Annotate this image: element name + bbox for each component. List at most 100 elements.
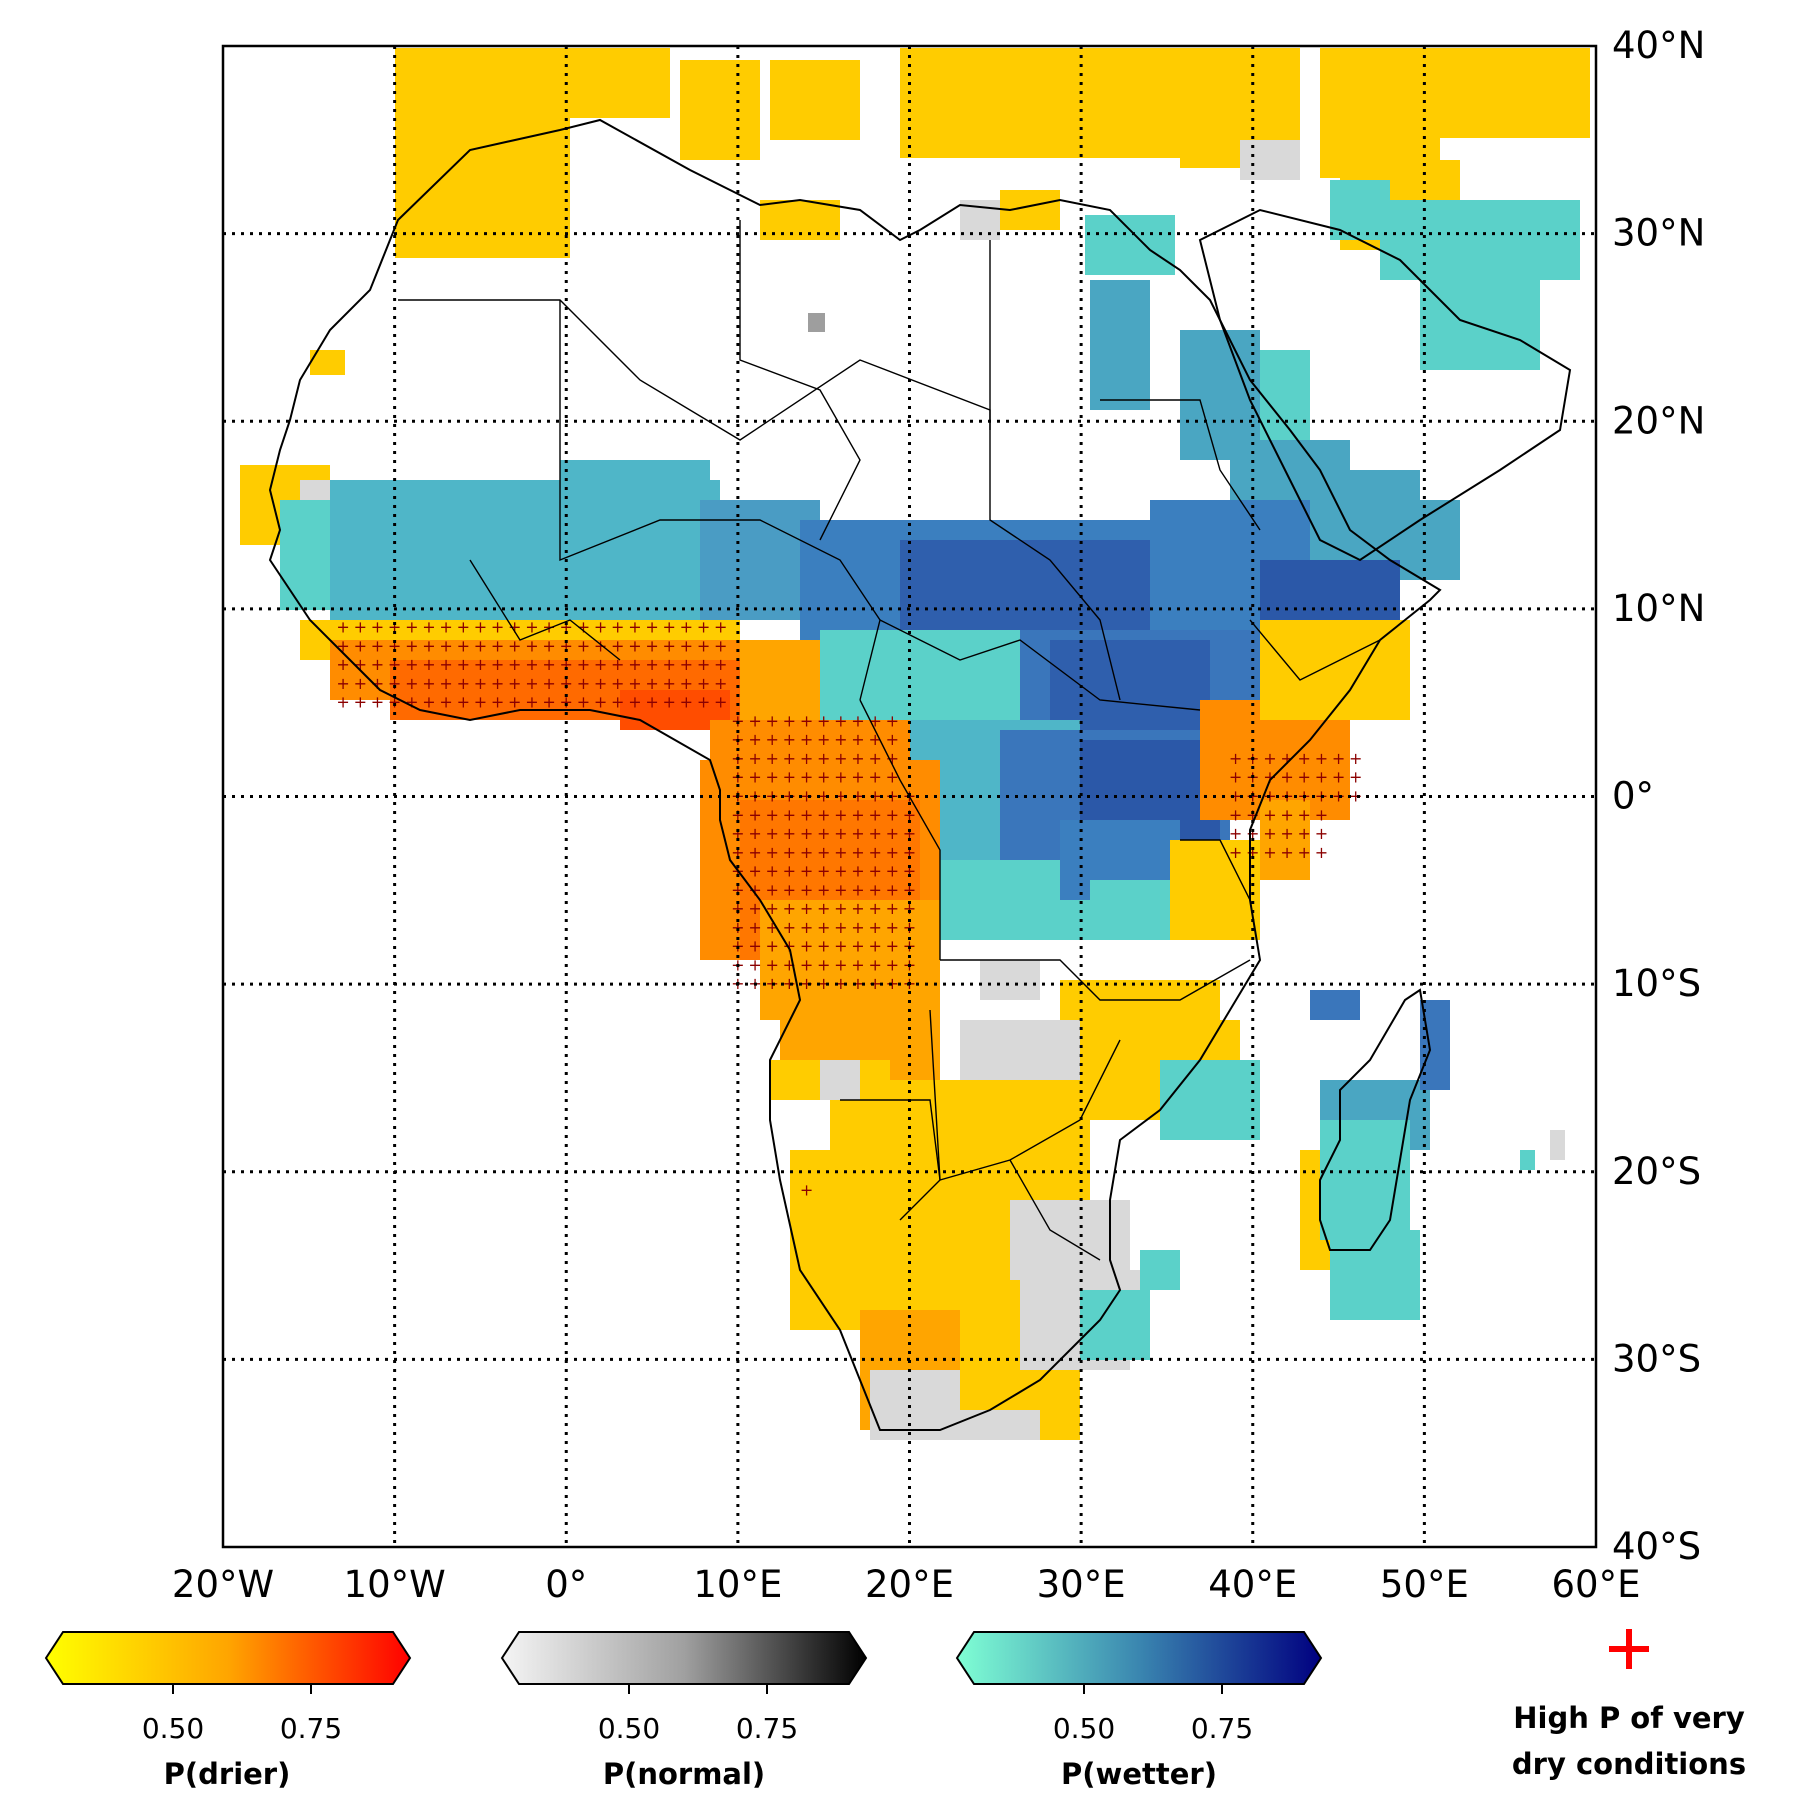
very-dry-marker: + [851, 749, 864, 768]
very-dry-marker: + [457, 618, 470, 637]
very-dry-marker: + [886, 730, 899, 749]
very-dry-marker: + [1263, 843, 1276, 862]
very-dry-marker: + [594, 693, 607, 712]
very-dry-marker: + [439, 618, 452, 637]
very-dry-marker: + [663, 636, 676, 655]
very-dry-marker: + [1332, 749, 1345, 768]
very-dry-marker: + [800, 862, 813, 881]
very-dry-marker: + [834, 711, 847, 730]
very-dry-marker: + [851, 768, 864, 787]
lat-tick-label: 10°S [1612, 962, 1701, 1005]
very-dry-marker: + [765, 843, 778, 862]
very-dry-marker: + [1280, 805, 1293, 824]
very-dry-marker: + [628, 618, 641, 637]
colorbar-normal: 0.50 0.75 P(normal) [500, 1631, 868, 1791]
very-dry-marker: + [748, 862, 761, 881]
very-dry-marker: + [336, 618, 349, 637]
very-dry-marker: + [748, 749, 761, 768]
very-dry-marker: + [886, 843, 899, 862]
lat-tick-label: 40°S [1612, 1525, 1701, 1568]
very-dry-marker: + [800, 1181, 813, 1200]
very-dry-marker: + [1315, 749, 1328, 768]
very-dry-marker: + [611, 693, 624, 712]
very-dry-marker: + [800, 937, 813, 956]
very-dry-marker: + [800, 880, 813, 899]
drier-region-central-west [700, 720, 940, 1100]
very-dry-marker: + [800, 824, 813, 843]
very-dry-marker: + [817, 824, 830, 843]
very-dry-marker: + [800, 805, 813, 824]
very-dry-marker: + [748, 730, 761, 749]
very-dry-marker: + [817, 937, 830, 956]
very-dry-marker: + [903, 862, 916, 881]
very-dry-marker: + [783, 974, 796, 993]
lon-tick-label: 30°E [1037, 1563, 1126, 1606]
very-dry-marker: + [560, 693, 573, 712]
very-dry-marker: + [405, 674, 418, 693]
very-dry-marker: + [886, 862, 899, 881]
very-dry-marker: + [748, 955, 761, 974]
very-dry-marker: + [834, 955, 847, 974]
very-dry-marker: + [371, 636, 384, 655]
very-dry-marker: + [886, 880, 899, 899]
very-dry-marker: + [765, 918, 778, 937]
very-dry-marker: + [1332, 768, 1345, 787]
very-dry-marker: + [783, 711, 796, 730]
very-dry-marker: + [439, 636, 452, 655]
lon-tick-label: 10°E [693, 1563, 782, 1606]
very-dry-marker: + [457, 693, 470, 712]
very-dry-marker: + [577, 618, 590, 637]
very-dry-marker: + [422, 618, 435, 637]
very-dry-marker: + [886, 787, 899, 806]
very-dry-marker: + [748, 843, 761, 862]
colorbar-title: P(wetter) [1061, 1757, 1217, 1791]
very-dry-marker: + [851, 824, 864, 843]
very-dry-marker: + [868, 787, 881, 806]
colorbar-title: P(drier) [164, 1757, 291, 1791]
very-dry-marker: + [817, 711, 830, 730]
very-dry-marker: + [1263, 768, 1276, 787]
very-dry-marker: + [1315, 768, 1328, 787]
very-dry-marker: + [680, 655, 693, 674]
very-dry-marker: + [457, 636, 470, 655]
very-dry-marker: + [405, 618, 418, 637]
lat-tick-label: 30°S [1612, 1337, 1701, 1380]
very-dry-marker: + [783, 937, 796, 956]
very-dry-marker: + [645, 636, 658, 655]
very-dry-marker: + [851, 730, 864, 749]
lon-axis: 20°W 10°W 0° 10°E 20°E 30°E 40°E 50°E 60… [172, 1563, 1641, 1606]
very-dry-marker: + [783, 824, 796, 843]
very-dry-marker: + [731, 843, 744, 862]
very-dry-marker: + [765, 937, 778, 956]
very-dry-marker: + [508, 674, 521, 693]
very-dry-marker: + [1229, 768, 1242, 787]
very-dry-marker: + [765, 880, 778, 899]
very-dry-marker: + [868, 730, 881, 749]
very-dry-marker: + [388, 618, 401, 637]
very-dry-marker: + [611, 618, 624, 637]
very-dry-marker: + [834, 937, 847, 956]
very-dry-marker: + [491, 618, 504, 637]
very-dry-marker: + [765, 768, 778, 787]
very-dry-marker: + [645, 674, 658, 693]
very-dry-marker: + [765, 730, 778, 749]
very-dry-marker: + [731, 805, 744, 824]
very-dry-marker: + [697, 674, 710, 693]
very-dry-marker: + [817, 918, 830, 937]
very-dry-marker: + [817, 768, 830, 787]
very-dry-marker: + [1280, 768, 1293, 787]
very-dry-marker: + [765, 862, 778, 881]
very-dry-marker: + [800, 730, 813, 749]
very-dry-marker: + [868, 749, 881, 768]
very-dry-marker: + [886, 899, 899, 918]
very-dry-marker: + [371, 655, 384, 674]
very-dry-marker: + [1315, 805, 1328, 824]
very-dry-marker: + [663, 618, 676, 637]
very-dry-marker: + [405, 636, 418, 655]
very-dry-marker: + [783, 899, 796, 918]
very-dry-marker: + [474, 636, 487, 655]
very-dry-marker: + [783, 805, 796, 824]
very-dry-marker: + [525, 618, 538, 637]
very-dry-marker: + [697, 655, 710, 674]
very-dry-marker: + [663, 655, 676, 674]
